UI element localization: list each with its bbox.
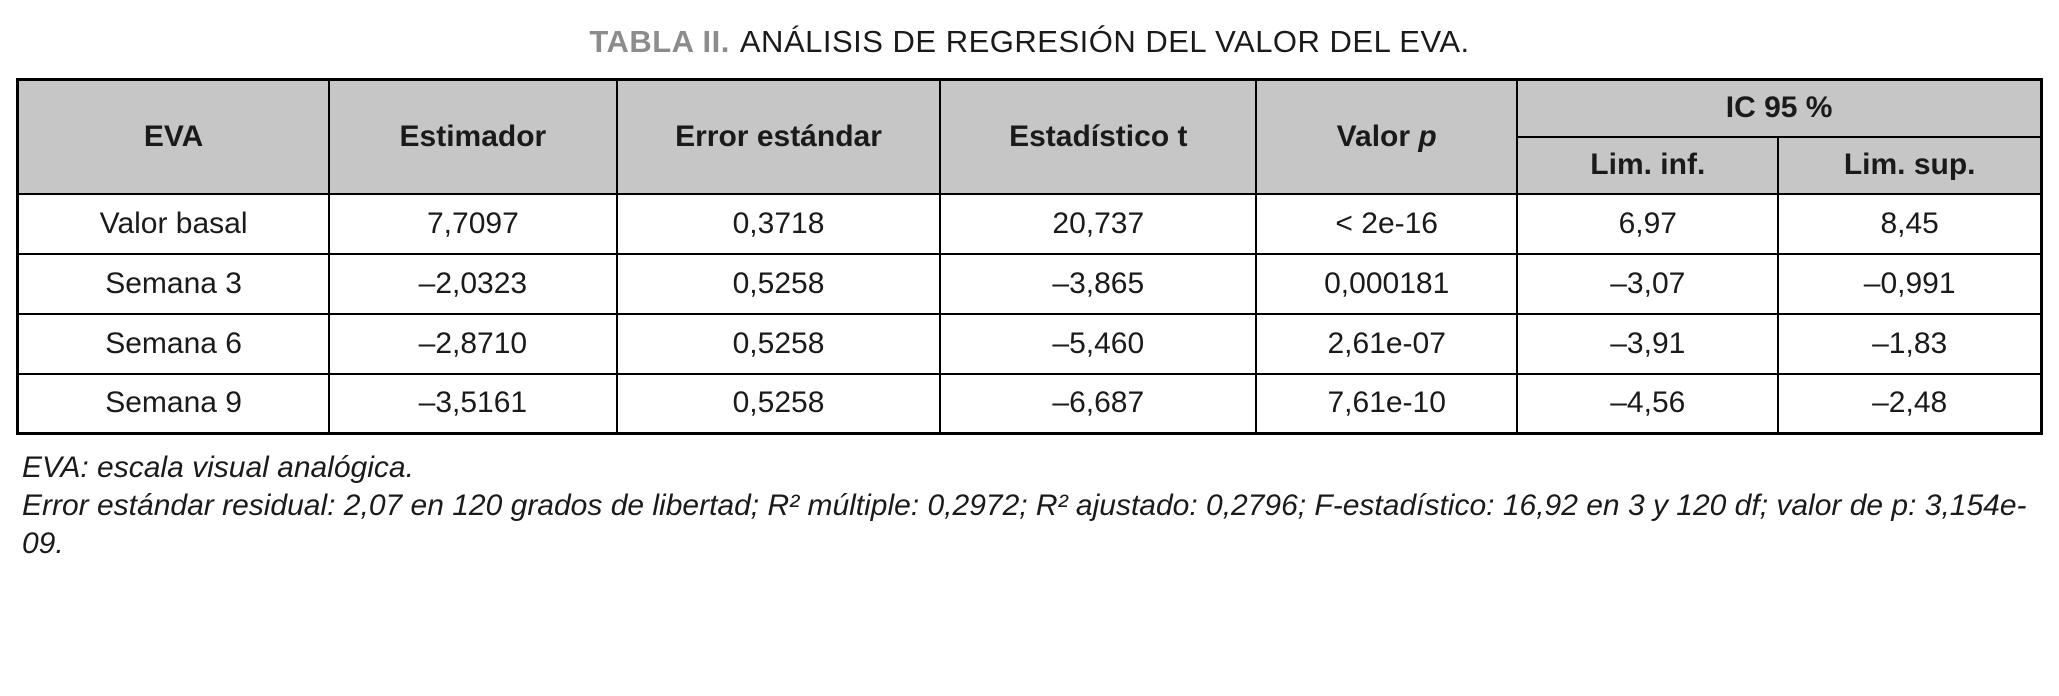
- cell-error-estandar: 0,5258: [615, 312, 942, 375]
- header-cell-valor-p: Valor p: [1255, 78, 1519, 195]
- table-header: EVA Estimador Error estándar Estadístico…: [16, 78, 2043, 195]
- header-cell-ic-95: IC 95 %: [1516, 78, 2043, 138]
- cell-estimador: 7,7097: [328, 192, 618, 255]
- header-row-sub: Lim. inf. Lim. sup.: [18, 135, 2043, 195]
- cell-estimador: –2,8710: [328, 312, 618, 375]
- cell-valor-p: 2,61e-07: [1255, 312, 1519, 375]
- cell-valor-p: 7,61e-10: [1255, 372, 1519, 435]
- table-footnotes: EVA: escala visual analógica. Error está…: [22, 449, 2037, 563]
- cell-error-estandar: 0,5258: [615, 372, 942, 435]
- table-row-semana-6: Semana 6 –2,8710 0,5258 –5,460 2,61e-07 …: [16, 312, 2043, 375]
- header-cell-lim-sup: Lim. sup.: [1777, 135, 2043, 195]
- p-symbol: p: [1418, 119, 1437, 153]
- cell-lim-inf: 6,97: [1516, 192, 1780, 255]
- table-row-valor-basal: Valor basal 7,7097 0,3718 20,737 < 2e-16…: [16, 192, 2043, 255]
- cell-estimador: –2,0323: [328, 252, 618, 315]
- table-row-semana-3: Semana 3 –2,0323 0,5258 –3,865 0,000181 …: [16, 252, 2043, 315]
- header-cell-estimador: Estimador: [328, 78, 618, 195]
- table-title: TABLA II. ANÁLISIS DE REGRESIÓN DEL VALOR…: [16, 24, 2043, 60]
- table-number: TABLA II.: [589, 24, 730, 59]
- cell-error-estandar: 0,3718: [615, 192, 942, 255]
- cell-lim-inf: –3,91: [1516, 312, 1780, 375]
- header-cell-error-estandar: Error estándar: [615, 78, 942, 195]
- footnote-model-statistics: Error estándar residual: 2,07 en 120 gra…: [22, 489, 2027, 561]
- table-body: Valor basal 7,7097 0,3718 20,737 < 2e-16…: [16, 192, 2043, 435]
- cell-estimador: –3,5161: [328, 372, 618, 435]
- cell-error-estandar: 0,5258: [615, 252, 942, 315]
- cell-lim-inf: –4,56: [1516, 372, 1780, 435]
- footnote-eva-definition: EVA: escala visual analógica.: [22, 451, 414, 484]
- cell-lim-inf: –3,07: [1516, 252, 1780, 315]
- header-cell-lim-inf: Lim. inf.: [1516, 135, 1780, 195]
- cell-estadistico-t: 20,737: [939, 192, 1258, 255]
- cell-estadistico-t: –6,687: [939, 372, 1258, 435]
- header-cell-eva: EVA: [16, 78, 331, 195]
- row-label: Valor basal: [16, 192, 331, 255]
- cell-valor-p: 0,000181: [1255, 252, 1519, 315]
- cell-lim-sup: 8,45: [1777, 192, 2043, 255]
- table-row-semana-9: Semana 9 –3,5161 0,5258 –6,687 7,61e-10 …: [16, 372, 2043, 435]
- table-caption: ANÁLISIS DE REGRESIÓN DEL VALOR DEL EVA.: [739, 24, 1470, 59]
- cell-lim-sup: –0,991: [1777, 252, 2043, 315]
- header-cell-estadistico-t: Estadístico t: [939, 78, 1258, 195]
- row-label: Semana 3: [16, 252, 331, 315]
- row-label: Semana 9: [16, 372, 331, 435]
- row-label: Semana 6: [16, 312, 331, 375]
- cell-lim-sup: –1,83: [1777, 312, 2043, 375]
- cell-valor-p: < 2e-16: [1255, 192, 1519, 255]
- cell-estadistico-t: –3,865: [939, 252, 1258, 315]
- header-row-main: EVA Estimador Error estándar Estadístico…: [16, 78, 2043, 195]
- regression-table: EVA Estimador Error estándar Estadístico…: [16, 78, 2043, 435]
- valor-label: Valor: [1336, 119, 1411, 153]
- cell-estadistico-t: –5,460: [939, 312, 1258, 375]
- cell-lim-sup: –2,48: [1777, 372, 2043, 435]
